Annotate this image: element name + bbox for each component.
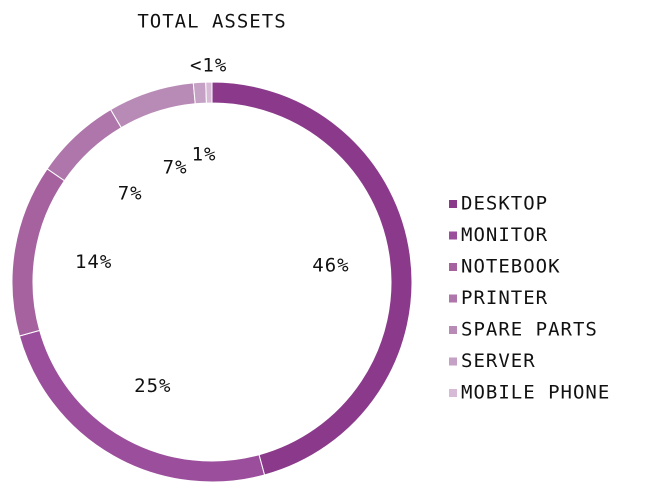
legend-swatch bbox=[449, 326, 457, 334]
legend-swatch bbox=[449, 357, 457, 366]
data-label: 25% bbox=[134, 375, 171, 397]
legend-label: SERVER bbox=[461, 350, 536, 372]
legend-label: PRINTER bbox=[461, 287, 548, 309]
legend-swatch bbox=[449, 294, 457, 303]
donut-slice bbox=[46, 108, 122, 182]
data-label: 7% bbox=[118, 183, 143, 205]
legend-label: NOTEBOOK bbox=[461, 256, 561, 278]
data-label: 7% bbox=[163, 156, 188, 178]
data-label: 14% bbox=[75, 251, 112, 273]
legend-swatch bbox=[449, 231, 457, 240]
data-label: <1% bbox=[190, 55, 227, 77]
legend-label: MOBILE PHONE bbox=[461, 382, 610, 404]
donut-slice bbox=[211, 81, 413, 476]
legend-swatch bbox=[449, 389, 457, 397]
donut-slice bbox=[18, 329, 266, 483]
legend-swatch bbox=[449, 263, 457, 271]
donut-slice bbox=[109, 82, 196, 129]
legend-label: DESKTOP bbox=[461, 193, 548, 215]
data-label: 1% bbox=[192, 144, 217, 166]
donut-slice bbox=[11, 168, 66, 337]
legend-label: MONITOR bbox=[461, 224, 548, 246]
legend-swatch bbox=[449, 200, 457, 208]
legend-label: SPARE PARTS bbox=[461, 319, 598, 341]
chart-title: TOTAL ASSETS bbox=[137, 11, 286, 33]
donut-slice bbox=[192, 81, 207, 105]
data-label: 46% bbox=[312, 255, 349, 277]
donut-slice bbox=[205, 81, 213, 104]
